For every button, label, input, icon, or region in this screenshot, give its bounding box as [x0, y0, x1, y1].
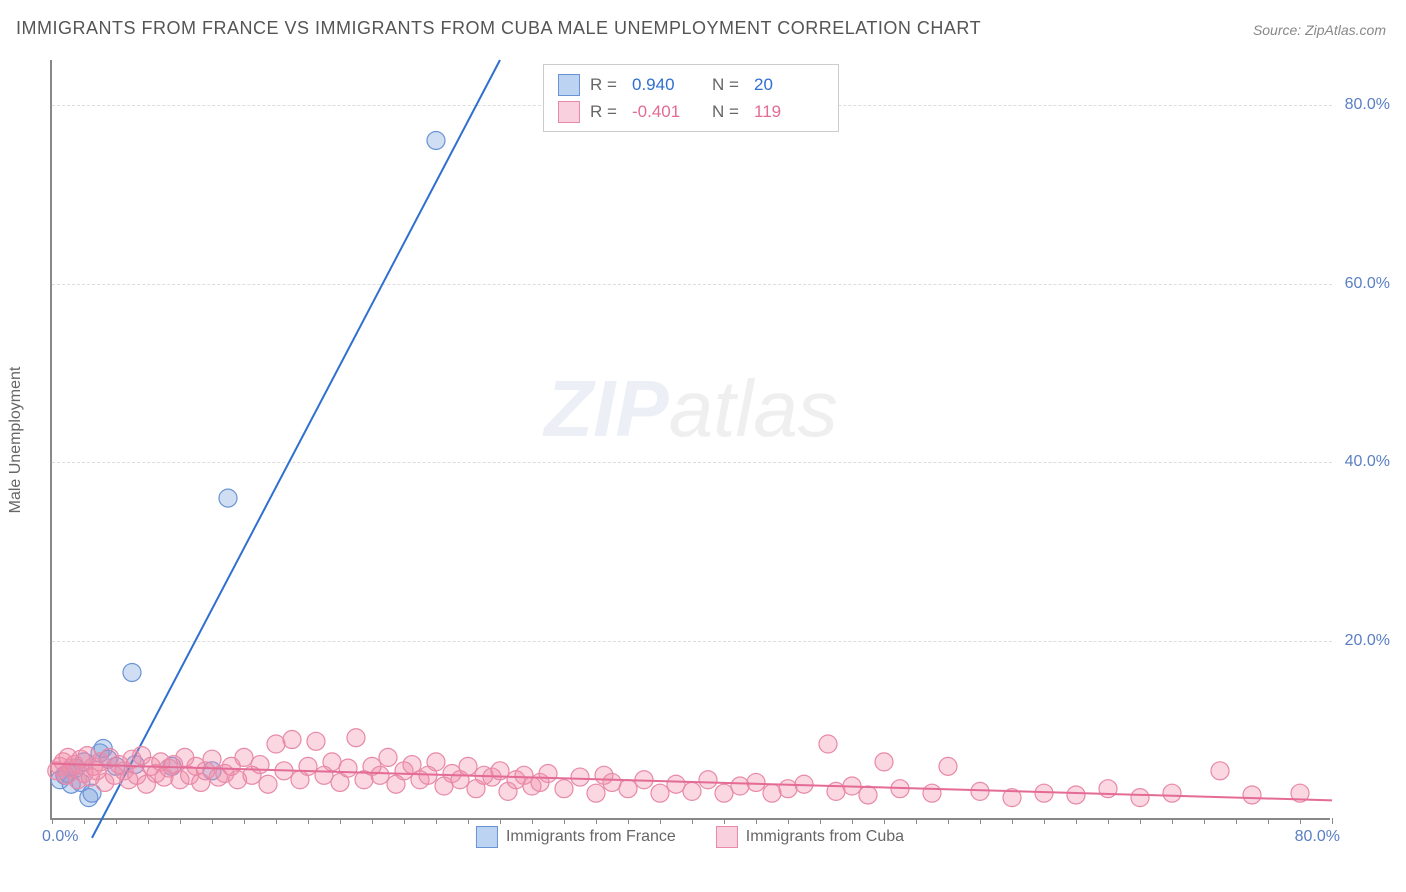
data-point-cuba	[699, 771, 717, 789]
legend-swatch	[716, 826, 738, 848]
trend-line-france	[92, 60, 500, 838]
data-point-cuba	[587, 784, 605, 802]
data-point-cuba	[651, 784, 669, 802]
stats-row-france: R = 0.940 N = 20	[558, 71, 824, 98]
data-point-cuba	[859, 786, 877, 804]
source-attribution: Source: ZipAtlas.com	[1253, 22, 1386, 38]
data-point-cuba	[1163, 784, 1181, 802]
plot-box: 20.0%40.0%60.0%80.0% ZIPatlas R =0.940N …	[50, 60, 1330, 820]
r-value-france: 0.940	[632, 71, 702, 98]
data-point-cuba	[923, 784, 941, 802]
n-value-cuba: 119	[754, 98, 824, 125]
chart-area: Male Unemployment 20.0%40.0%60.0%80.0% Z…	[50, 60, 1330, 820]
chart-title: IMMIGRANTS FROM FRANCE VS IMMIGRANTS FRO…	[16, 18, 981, 39]
data-point-cuba	[683, 782, 701, 800]
x-origin-label: 0.0%	[42, 828, 78, 846]
data-point-cuba	[307, 732, 325, 750]
data-point-france	[123, 663, 141, 681]
data-point-cuba	[731, 777, 749, 795]
y-tick-label: 60.0%	[1345, 275, 1390, 293]
data-point-cuba	[379, 748, 397, 766]
data-point-cuba	[715, 784, 733, 802]
x-end-label: 80.0%	[1295, 828, 1340, 846]
legend-swatch	[476, 826, 498, 848]
data-point-cuba	[259, 775, 277, 793]
data-point-cuba	[339, 759, 357, 777]
data-point-cuba	[619, 780, 637, 798]
data-point-cuba	[1211, 762, 1229, 780]
data-point-cuba	[555, 780, 573, 798]
legend-item: Immigrants from Cuba	[716, 826, 904, 848]
data-point-cuba	[763, 784, 781, 802]
data-point-cuba	[1243, 786, 1261, 804]
x-tick-mark	[1332, 818, 1333, 824]
data-point-cuba	[283, 731, 301, 749]
data-point-cuba	[539, 765, 557, 783]
data-point-cuba	[667, 775, 685, 793]
legend-item: Immigrants from France	[476, 826, 676, 848]
stats-row-cuba: R = -0.401 N = 119	[558, 98, 824, 125]
swatch-france	[558, 74, 580, 96]
data-point-cuba	[251, 756, 269, 774]
r-label: R =	[590, 98, 622, 125]
y-tick-label: 40.0%	[1345, 453, 1390, 471]
data-point-cuba	[459, 757, 477, 775]
data-point-france	[219, 489, 237, 507]
n-label: N =	[712, 98, 744, 125]
data-point-cuba	[1131, 789, 1149, 807]
data-point-cuba	[203, 750, 221, 768]
plot-svg	[52, 60, 1332, 820]
swatch-cuba	[558, 101, 580, 123]
data-point-cuba	[371, 766, 389, 784]
stats-legend: R = 0.940 N = 20 R = -0.401 N = 119	[543, 64, 839, 132]
data-point-cuba	[747, 773, 765, 791]
data-point-cuba	[299, 757, 317, 775]
y-tick-label: 80.0%	[1345, 96, 1390, 114]
data-point-cuba	[875, 753, 893, 771]
data-point-cuba	[571, 768, 589, 786]
series-legend: Immigrants from France Immigrants from Cu…	[476, 826, 904, 848]
y-tick-label: 20.0%	[1345, 632, 1390, 650]
data-point-cuba	[939, 757, 957, 775]
data-point-cuba	[347, 729, 365, 747]
data-point-cuba	[819, 735, 837, 753]
data-point-cuba	[235, 748, 253, 766]
data-point-cuba	[323, 753, 341, 771]
r-label: R =	[590, 71, 622, 98]
data-point-cuba	[267, 735, 285, 753]
legend-label: Immigrants from Cuba	[746, 828, 904, 846]
r-value-cuba: -0.401	[632, 98, 702, 125]
data-point-cuba	[779, 780, 797, 798]
data-point-france	[427, 131, 445, 149]
data-point-cuba	[427, 753, 445, 771]
legend-label: Immigrants from France	[506, 828, 676, 846]
data-point-cuba	[603, 773, 621, 791]
n-label: N =	[712, 71, 744, 98]
data-point-cuba	[1067, 786, 1085, 804]
y-axis-label: Male Unemployment	[7, 367, 25, 514]
n-value-france: 20	[754, 71, 824, 98]
